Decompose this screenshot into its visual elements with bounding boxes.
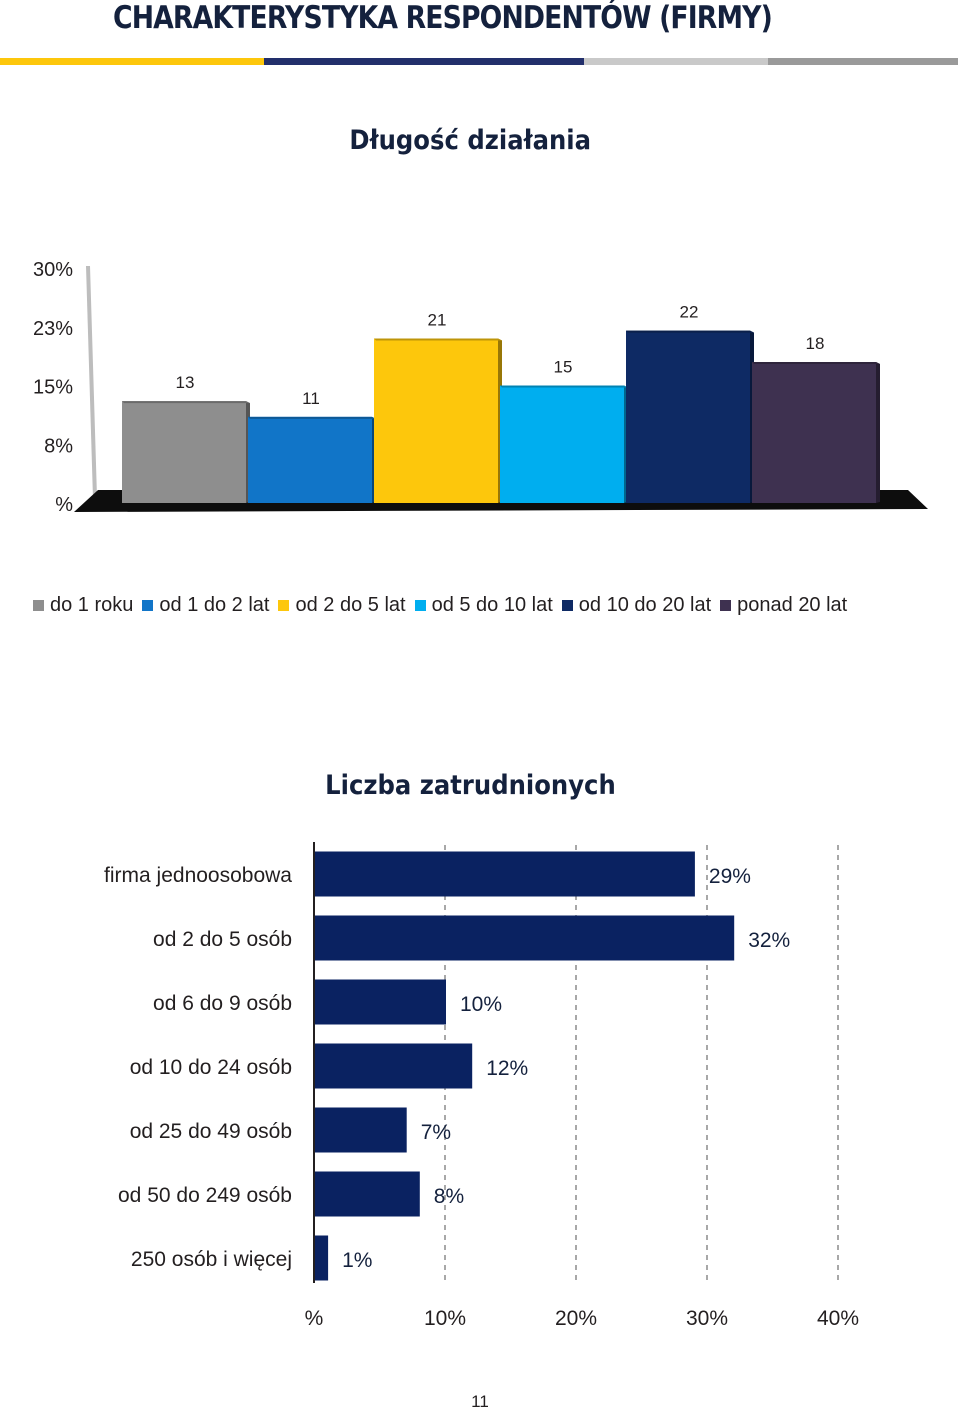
employees-bar-chart: % 10% 20% 30% 40% firma jednoosobowa 29% od 2 d… [104, 842, 859, 1330]
category-label-3: od 10 do 24 osób [130, 1056, 292, 1079]
data-label-1: 11 [302, 389, 320, 408]
y-tick-label-1: 8% [44, 435, 73, 457]
hbar-1 [315, 915, 735, 961]
page-title: CHARAKTERYSTYKA RESPONDENTÓW (FIRMY) [113, 0, 773, 36]
category-label-2: od 6 do 9 osób [153, 992, 292, 1015]
data-label-4: 22 [680, 303, 699, 322]
data-label-2: 21 [428, 311, 447, 330]
legend-item-3: od 5 do 10 lat [414, 594, 553, 617]
legend-swatch-3 [414, 600, 426, 611]
bar-2 [374, 338, 498, 503]
y-tick-label-4: 30% [33, 259, 73, 281]
hbar-data-label-5: 8% [434, 1185, 464, 1208]
data-label-5: 18 [806, 334, 825, 353]
legend-swatch-5 [720, 600, 732, 611]
x-tick-label-1: 10% [424, 1307, 466, 1330]
hbar-data-label-1: 32% [748, 929, 790, 952]
category-label-6: 250 osób i więcej [131, 1248, 292, 1271]
header-stripe-yellow [0, 58, 264, 65]
page-number: 11 [471, 1392, 489, 1411]
category-label-1: od 2 do 5 osób [153, 928, 292, 951]
hbar-2 [315, 979, 446, 1025]
legend-swatch-2 [278, 600, 290, 611]
hbar-data-label-4: 7% [421, 1121, 451, 1144]
hbar-data-label-6: 1% [342, 1249, 372, 1272]
header-stripe-light-gray [584, 58, 768, 65]
legend-label-3: od 5 do 10 lat [431, 594, 553, 616]
bar-4 [626, 330, 750, 503]
legend-label-5: ponad 20 lat [737, 594, 848, 616]
category-label-0: firma jednoosobowa [104, 864, 292, 887]
bar-top-1 [248, 416, 376, 419]
header-stripe-gray [768, 58, 958, 65]
y-axis-wall [86, 266, 97, 499]
x-tick-label-4: 40% [817, 1307, 859, 1330]
chart-1-title: Długość działania [349, 125, 591, 156]
hbar-data-label-3: 12% [486, 1057, 528, 1080]
legend-swatch-1 [142, 600, 154, 611]
hbar-5 [315, 1171, 420, 1217]
bar-top-2 [374, 338, 502, 341]
data-label-3: 15 [554, 358, 573, 377]
hbar-data-label-2: 10% [460, 993, 502, 1016]
y-tick-label-2: 15% [33, 377, 73, 399]
legend-label-2: od 2 do 5 lat [295, 594, 406, 616]
legend-item-2: od 2 do 5 lat [278, 594, 406, 617]
x-tick-label-0: % [305, 1307, 324, 1330]
category-label-5: od 50 do 249 osób [118, 1184, 292, 1207]
hbar-4 [315, 1107, 407, 1153]
hbar-0 [315, 851, 695, 897]
x-tick-label-3: 30% [686, 1307, 728, 1330]
duration-bar-chart: % 8% 15% 23% 30% 13 11 21 15 22 18 [33, 259, 928, 516]
bar-top-0 [122, 401, 250, 404]
x-tick-label-2: 20% [555, 1307, 597, 1330]
bar-top-4 [626, 330, 754, 333]
legend-item-1: od 1 do 2 lat [142, 594, 269, 617]
hbar-3 [315, 1043, 473, 1089]
chart-2-title: Liczba zatrudnionych [324, 770, 616, 801]
hbar-data-label-0: 29% [709, 865, 751, 888]
y-tick-label-3: 23% [33, 318, 73, 340]
header-stripe-navy [264, 58, 584, 65]
bar-top-3 [500, 385, 628, 388]
bar-top-5 [752, 362, 880, 364]
legend-label-1: od 1 do 2 lat [159, 594, 270, 616]
legend-item-5: ponad 20 lat [720, 594, 847, 617]
y-tick-label-0: % [55, 494, 73, 516]
data-label-0: 13 [176, 373, 195, 392]
bar-0 [122, 401, 246, 503]
hbar-6 [315, 1235, 329, 1281]
legend-swatch-4 [561, 600, 573, 611]
category-label-4: od 25 do 49 osób [130, 1120, 292, 1143]
legend-item-0: do 1 roku [33, 594, 133, 617]
legend-item-4: od 10 do 20 lat [561, 594, 712, 617]
bar-5 [752, 362, 876, 503]
bar-1 [248, 416, 372, 503]
legend-label-0: do 1 roku [50, 594, 134, 616]
legend-swatch-0 [33, 600, 44, 611]
legend-label-4: od 10 do 20 lat [578, 594, 712, 616]
chart-1-legend: do 1 roku od 1 do 2 lat od 2 do 5 lat od 5 … [33, 594, 933, 617]
bar-3 [500, 385, 624, 503]
bar-side-5 [876, 362, 880, 503]
